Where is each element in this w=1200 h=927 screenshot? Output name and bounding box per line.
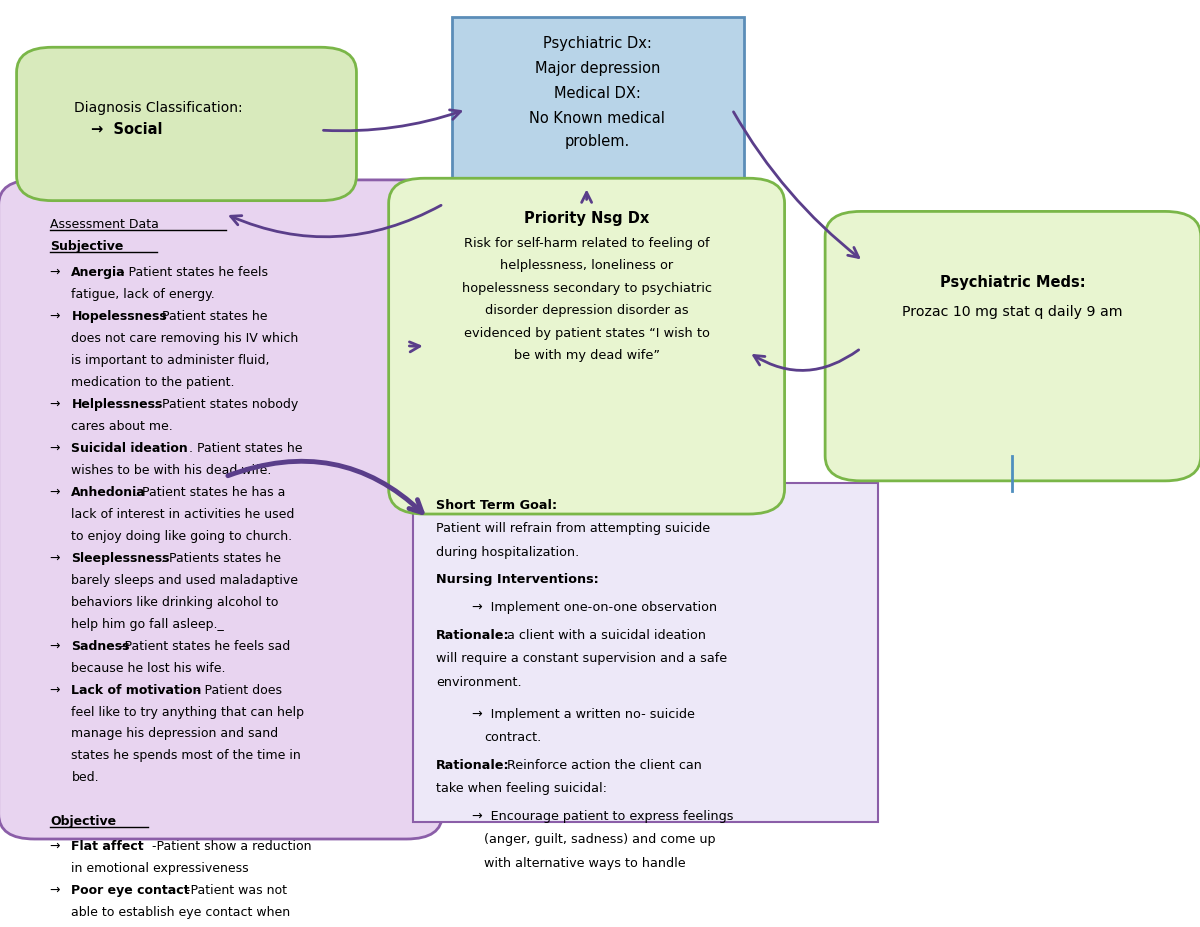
Text: Rationale:: Rationale: <box>437 629 510 642</box>
Text: Hopelessness: Hopelessness <box>72 310 167 324</box>
FancyBboxPatch shape <box>413 483 877 822</box>
Text: Poor eye contact: Poor eye contact <box>72 883 190 896</box>
Text: -Patient was not: -Patient was not <box>182 883 287 896</box>
Text: lack of interest in activities he used: lack of interest in activities he used <box>72 508 295 521</box>
Text: evidenced by patient states “I wish to: evidenced by patient states “I wish to <box>463 326 709 339</box>
Text: →: → <box>50 883 68 896</box>
Text: -Patient show a reduction: -Patient show a reduction <box>148 840 311 853</box>
Text: during hospitalization.: during hospitalization. <box>437 545 580 559</box>
Text: states he spends most of the time in: states he spends most of the time in <box>72 749 301 763</box>
Text: Risk for self-harm related to feeling of: Risk for self-harm related to feeling of <box>464 237 709 250</box>
Text: Patient will refrain from attempting suicide: Patient will refrain from attempting sui… <box>437 522 710 535</box>
Text: to enjoy doing like going to church.: to enjoy doing like going to church. <box>72 529 293 543</box>
Text: cares about me.: cares about me. <box>72 420 173 433</box>
Text: →: → <box>50 266 68 279</box>
Text: Sleeplessness: Sleeplessness <box>72 552 170 565</box>
Text: manage his depression and sand: manage his depression and sand <box>72 728 278 741</box>
Text: . Patient states he has a: . Patient states he has a <box>133 486 286 499</box>
Text: take when feeling suicidal:: take when feeling suicidal: <box>437 782 607 795</box>
Text: in emotional expressiveness: in emotional expressiveness <box>72 862 250 875</box>
Text: Lack of motivation: Lack of motivation <box>72 683 202 696</box>
Text: does not care removing his IV which: does not care removing his IV which <box>72 332 299 345</box>
Text: problem.: problem. <box>565 134 630 149</box>
Text: Sadness: Sadness <box>72 640 130 653</box>
Text: barely sleeps and used maladaptive: barely sleeps and used maladaptive <box>72 574 299 587</box>
Text: will require a constant supervision and a safe: will require a constant supervision and … <box>437 653 727 666</box>
FancyBboxPatch shape <box>0 180 443 839</box>
Text: →: → <box>50 310 68 324</box>
Text: with alternative ways to handle: with alternative ways to handle <box>484 857 685 870</box>
Text: →  Implement one-on-one observation: → Implement one-on-one observation <box>472 602 718 615</box>
Text: a client with a suicidal ideation: a client with a suicidal ideation <box>503 629 706 642</box>
Text: disorder depression disorder as: disorder depression disorder as <box>485 304 689 317</box>
Text: - Patient states he feels: - Patient states he feels <box>120 266 268 279</box>
Text: Subjective: Subjective <box>50 240 124 253</box>
Text: Short Term Goal:: Short Term Goal: <box>437 499 558 512</box>
Text: Flat affect: Flat affect <box>72 840 144 853</box>
Text: feel like to try anything that can help: feel like to try anything that can help <box>72 705 305 718</box>
Text: Medical DX:: Medical DX: <box>554 86 641 101</box>
Text: medication to the patient.: medication to the patient. <box>72 376 235 389</box>
Text: →: → <box>50 398 68 411</box>
Text: helplessness, loneliness or: helplessness, loneliness or <box>500 260 673 273</box>
Text: able to establish eye contact when: able to establish eye contact when <box>72 906 290 919</box>
Text: →  Implement a written no- suicide: → Implement a written no- suicide <box>472 708 695 721</box>
Text: →: → <box>50 683 68 696</box>
Text: Diagnosis Classification:: Diagnosis Classification: <box>74 101 242 115</box>
Text: Reinforce action the client can: Reinforce action the client can <box>503 759 702 772</box>
Text: wishes to be with his dead wife.: wishes to be with his dead wife. <box>72 464 272 476</box>
Text: Priority Nsg Dx: Priority Nsg Dx <box>524 211 649 226</box>
Text: is important to administer fluid,: is important to administer fluid, <box>72 354 270 367</box>
Text: Major depression: Major depression <box>535 61 660 76</box>
Text: help him go fall asleep._: help him go fall asleep._ <box>72 617 224 630</box>
Text: →: → <box>50 840 68 853</box>
Text: Helplessness: Helplessness <box>72 398 163 411</box>
Text: . Patient states nobody: . Patient states nobody <box>155 398 299 411</box>
Text: →  Encourage patient to express feelings: → Encourage patient to express feelings <box>472 810 733 823</box>
Text: environment.: environment. <box>437 676 522 689</box>
Text: . Patients states he: . Patients states he <box>161 552 281 565</box>
Text: . Patient states he: . Patient states he <box>190 442 302 455</box>
Text: (anger, guilt, sadness) and come up: (anger, guilt, sadness) and come up <box>484 833 715 846</box>
Text: Objective: Objective <box>50 816 116 829</box>
Text: →: → <box>50 552 68 565</box>
Text: hopelessness secondary to psychiatric: hopelessness secondary to psychiatric <box>462 282 712 295</box>
Text: -Patient states he feels sad: -Patient states he feels sad <box>120 640 290 653</box>
Text: - Patient does: - Patient does <box>196 683 282 696</box>
Text: fatigue, lack of energy.: fatigue, lack of energy. <box>72 288 215 301</box>
Text: be with my dead wife”: be with my dead wife” <box>514 349 660 362</box>
Text: because he lost his wife.: because he lost his wife. <box>72 662 226 675</box>
Text: Suicidal ideation: Suicidal ideation <box>72 442 188 455</box>
Text: . Patient states he: . Patient states he <box>155 310 268 324</box>
FancyBboxPatch shape <box>17 47 356 200</box>
Text: →  Social: → Social <box>90 121 162 137</box>
Text: →: → <box>50 640 68 653</box>
Text: →: → <box>50 486 68 499</box>
Text: Psychiatric Meds:: Psychiatric Meds: <box>940 275 1085 290</box>
Text: Rationale:: Rationale: <box>437 759 510 772</box>
Text: →: → <box>50 442 68 455</box>
Text: Psychiatric Dx:: Psychiatric Dx: <box>542 36 652 52</box>
Text: Anergia: Anergia <box>72 266 126 279</box>
Text: contract.: contract. <box>484 731 541 744</box>
FancyBboxPatch shape <box>389 178 785 514</box>
Text: bed.: bed. <box>72 771 100 784</box>
Text: No Known medical: No Known medical <box>529 111 665 126</box>
FancyBboxPatch shape <box>826 211 1200 481</box>
Text: Prozac 10 mg stat q daily 9 am: Prozac 10 mg stat q daily 9 am <box>902 305 1123 319</box>
Text: Nursing Interventions:: Nursing Interventions: <box>437 574 599 587</box>
Text: behaviors like drinking alcohol to: behaviors like drinking alcohol to <box>72 596 278 609</box>
Text: Assessment Data: Assessment Data <box>50 218 158 231</box>
FancyBboxPatch shape <box>452 17 744 195</box>
Text: Anhedonia: Anhedonia <box>72 486 146 499</box>
